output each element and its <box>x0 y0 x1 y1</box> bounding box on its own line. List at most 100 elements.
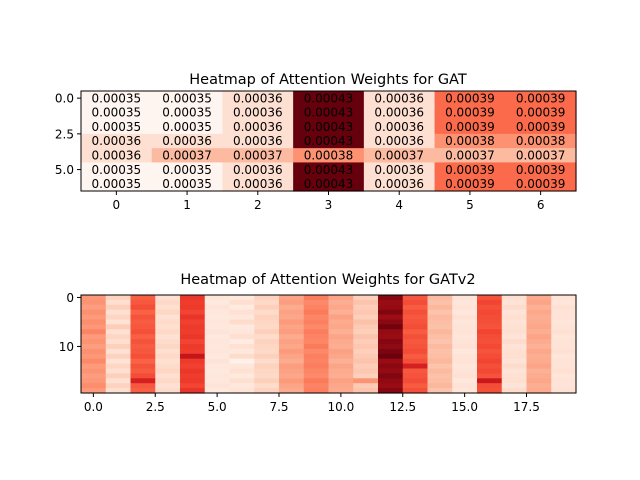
heatmap-cell <box>81 358 107 365</box>
heatmap-cell <box>378 329 404 335</box>
cell-value-label: 0.00036 <box>374 163 424 177</box>
heatmap-cell <box>180 358 206 365</box>
heatmap-cell <box>151 176 224 192</box>
heatmap-cell <box>434 91 506 106</box>
heatmap-cell <box>130 334 156 340</box>
heatmap-cell <box>378 353 404 360</box>
heatmap-cell <box>477 319 503 325</box>
heatmap-cell <box>155 329 181 335</box>
x-tick-label: 2.5 <box>146 400 165 414</box>
heatmap-cell <box>293 119 365 135</box>
heatmap-cell <box>477 324 503 330</box>
heatmap-cell <box>402 378 429 384</box>
heatmap-cell <box>427 353 453 360</box>
heatmap-cell <box>477 353 503 360</box>
heatmap-cell <box>378 373 404 379</box>
heatmap-cell <box>427 344 453 350</box>
heatmap-cell <box>551 373 577 379</box>
heatmap-cell <box>452 353 478 360</box>
heatmap-cell <box>151 162 224 178</box>
heatmap-cell <box>254 304 280 311</box>
heatmap-cell <box>303 339 330 345</box>
heatmap-cell <box>328 348 354 355</box>
heatmap-cell <box>180 388 206 394</box>
heatmap-cell <box>254 388 280 394</box>
cell-value-label: 0.00037 <box>162 148 212 162</box>
heatmap-cell <box>328 383 354 389</box>
heatmap-cell <box>501 353 528 360</box>
heatmap-cell <box>328 309 354 316</box>
heatmap-cell <box>130 348 156 355</box>
heatmap-cell <box>130 304 156 311</box>
heatmap-cell <box>452 324 478 330</box>
heatmap-cell <box>222 162 294 178</box>
heatmap-cell <box>526 388 552 394</box>
heatmap-cell <box>353 339 379 345</box>
heatmap-cell <box>526 348 552 355</box>
heatmap-cell <box>501 299 528 306</box>
heatmap-cell <box>180 368 206 374</box>
heatmap-cell <box>526 383 552 389</box>
heatmap-cell <box>551 314 577 321</box>
heatmap-cell <box>130 388 156 394</box>
heatmap-cell <box>229 329 255 335</box>
heatmap-cell <box>229 378 255 384</box>
heatmap-cell <box>105 339 132 345</box>
heatmap-cell <box>279 373 305 379</box>
heatmap-cell <box>526 329 552 335</box>
heatmap-cell <box>254 353 280 360</box>
heatmap-cell <box>222 176 294 192</box>
heatmap-cell <box>155 373 181 379</box>
heatmap-cell <box>222 148 294 164</box>
cell-value-label: 0.00039 <box>516 120 566 134</box>
heatmap-cell <box>130 319 156 325</box>
heatmap-cell <box>402 309 429 316</box>
heatmap-cell <box>303 368 330 374</box>
heatmap-cell <box>303 373 330 379</box>
heatmap-cell <box>81 344 107 350</box>
heatmap-cell <box>81 304 107 311</box>
heatmap-cell <box>130 363 156 370</box>
heatmap-cell <box>303 299 330 306</box>
heatmap-cell <box>551 334 577 340</box>
heatmap-cell <box>378 309 404 316</box>
heatmap-cell <box>551 378 577 384</box>
heatmap-cell <box>551 319 577 325</box>
heatmap-cell <box>402 299 429 306</box>
heatmap-cell <box>81 339 107 345</box>
heatmap-cell <box>254 378 280 384</box>
heatmap-cell <box>81 119 153 135</box>
heatmap-cell <box>155 295 181 301</box>
heatmap-cell <box>105 309 132 316</box>
heatmap-cell <box>378 314 404 321</box>
gatv2-heatmap-cells <box>81 295 577 394</box>
heatmap-cell <box>434 162 506 178</box>
cell-value-label: 0.00035 <box>162 163 212 177</box>
heatmap-cell <box>505 162 577 178</box>
heatmap-cell <box>477 295 503 301</box>
heatmap-cell <box>204 353 231 360</box>
heatmap-cell <box>452 334 478 340</box>
heatmap-cell <box>427 373 453 379</box>
heatmap-cell <box>303 344 330 350</box>
heatmap-cell <box>180 378 206 384</box>
heatmap-cell <box>328 319 354 325</box>
heatmap-cell <box>279 344 305 350</box>
heatmap-cell <box>363 148 436 164</box>
heatmap-cell <box>378 363 404 370</box>
heatmap-cell <box>363 176 436 192</box>
cell-value-label: 0.00038 <box>516 134 566 148</box>
heatmap-cell <box>353 329 379 335</box>
heatmap-cell <box>105 383 132 389</box>
heatmap-cell <box>180 373 206 379</box>
heatmap-cell <box>180 344 206 350</box>
cell-value-label: 0.00036 <box>374 91 424 105</box>
x-tick-label: 2 <box>254 198 262 212</box>
cell-value-label: 0.00036 <box>162 134 212 148</box>
heatmap-cell <box>130 299 156 306</box>
heatmap-cell <box>353 358 379 365</box>
heatmap-cell <box>551 339 577 345</box>
heatmap-cell <box>477 368 503 374</box>
cell-value-label: 0.00035 <box>162 106 212 120</box>
heatmap-cell <box>363 162 436 178</box>
